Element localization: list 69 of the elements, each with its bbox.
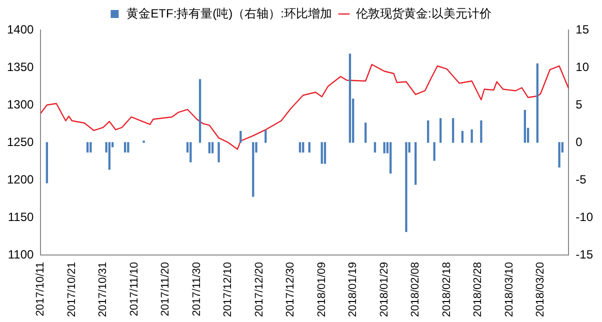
x-tick-label: 2018/01/29 [378,262,390,318]
y2-tick-label: -15 [576,247,594,262]
legend-label: 黄金ETF:持有量(吨)（右轴）:环比增加 [126,6,332,20]
y-tick-label: 1350 [6,60,34,74]
bar [190,142,192,162]
x-tick-label: 2018/03/20 [534,262,547,318]
bar [240,130,242,143]
y2-tick-label: 5 [576,97,583,112]
bar [383,142,386,154]
bar [308,142,310,153]
bar [198,79,202,143]
x-tick-label: 2017/11/20 [160,262,172,316]
y-tick-label: 1100 [8,247,34,262]
bar [461,130,464,143]
x-tick-label: 2017/11/10 [128,262,140,316]
bar [536,63,538,143]
y-tick-label: 1400 [6,22,34,36]
bar [208,142,210,154]
x-tick-label: 2018/02/08 [410,262,422,318]
bar [433,142,436,161]
legend-label: 伦敦现货黄金:以美元计价 [356,6,492,20]
bar [90,142,92,153]
x-tick-label: 2018/03/10 [503,262,516,318]
x-tick-label: 2018/02/28 [472,262,484,318]
bar [218,142,220,162]
bar [558,142,560,168]
x-tick-label: 2017/10/21 [66,262,78,318]
bar [127,142,130,153]
bar [348,54,352,143]
x-tick-label: 2018/02/18 [440,262,453,318]
bar [124,142,126,153]
y2-tick-label: 0 [576,134,583,149]
bar [211,142,214,154]
bar [320,142,323,164]
y-tick-label: 1250 [6,134,34,149]
x-tick-label: 2017/12/30 [284,262,297,318]
y-tick-label: 1300 [6,97,34,112]
bar [364,122,367,143]
bar [86,142,89,153]
bar [405,142,408,232]
x-tick-label: 2017/12/10 [222,262,234,318]
bar [324,142,326,164]
y2-tick-label: -5 [576,172,587,186]
bar [470,129,473,143]
bar [252,142,254,197]
y2-tick-label: -10 [576,210,594,224]
bar [452,118,454,143]
bar [374,142,376,153]
bar [439,118,442,143]
bar [426,120,430,143]
x-tick-label: 2017/12/20 [253,262,266,318]
bar [480,120,482,143]
y2-tick-label: 10 [576,60,590,74]
bar [264,130,267,143]
x-tick-label: 2018/01/19 [347,262,360,318]
x-tick-label: 2018/01/09 [316,262,328,318]
bar [390,142,392,174]
x-tick-label: 2017/11/30 [190,262,203,316]
x-tick-label: 2017/10/31 [97,262,110,318]
x-tick-label: 2017/10/11 [34,262,47,316]
bar [414,142,417,185]
y-tick-label: 1200 [6,172,34,186]
bar [302,142,304,153]
bar [46,142,48,184]
bar [298,142,302,153]
bar [108,142,111,170]
y2-tick-label: 15 [576,22,590,36]
y-tick-label: 1150 [8,210,34,224]
bar [524,110,526,143]
